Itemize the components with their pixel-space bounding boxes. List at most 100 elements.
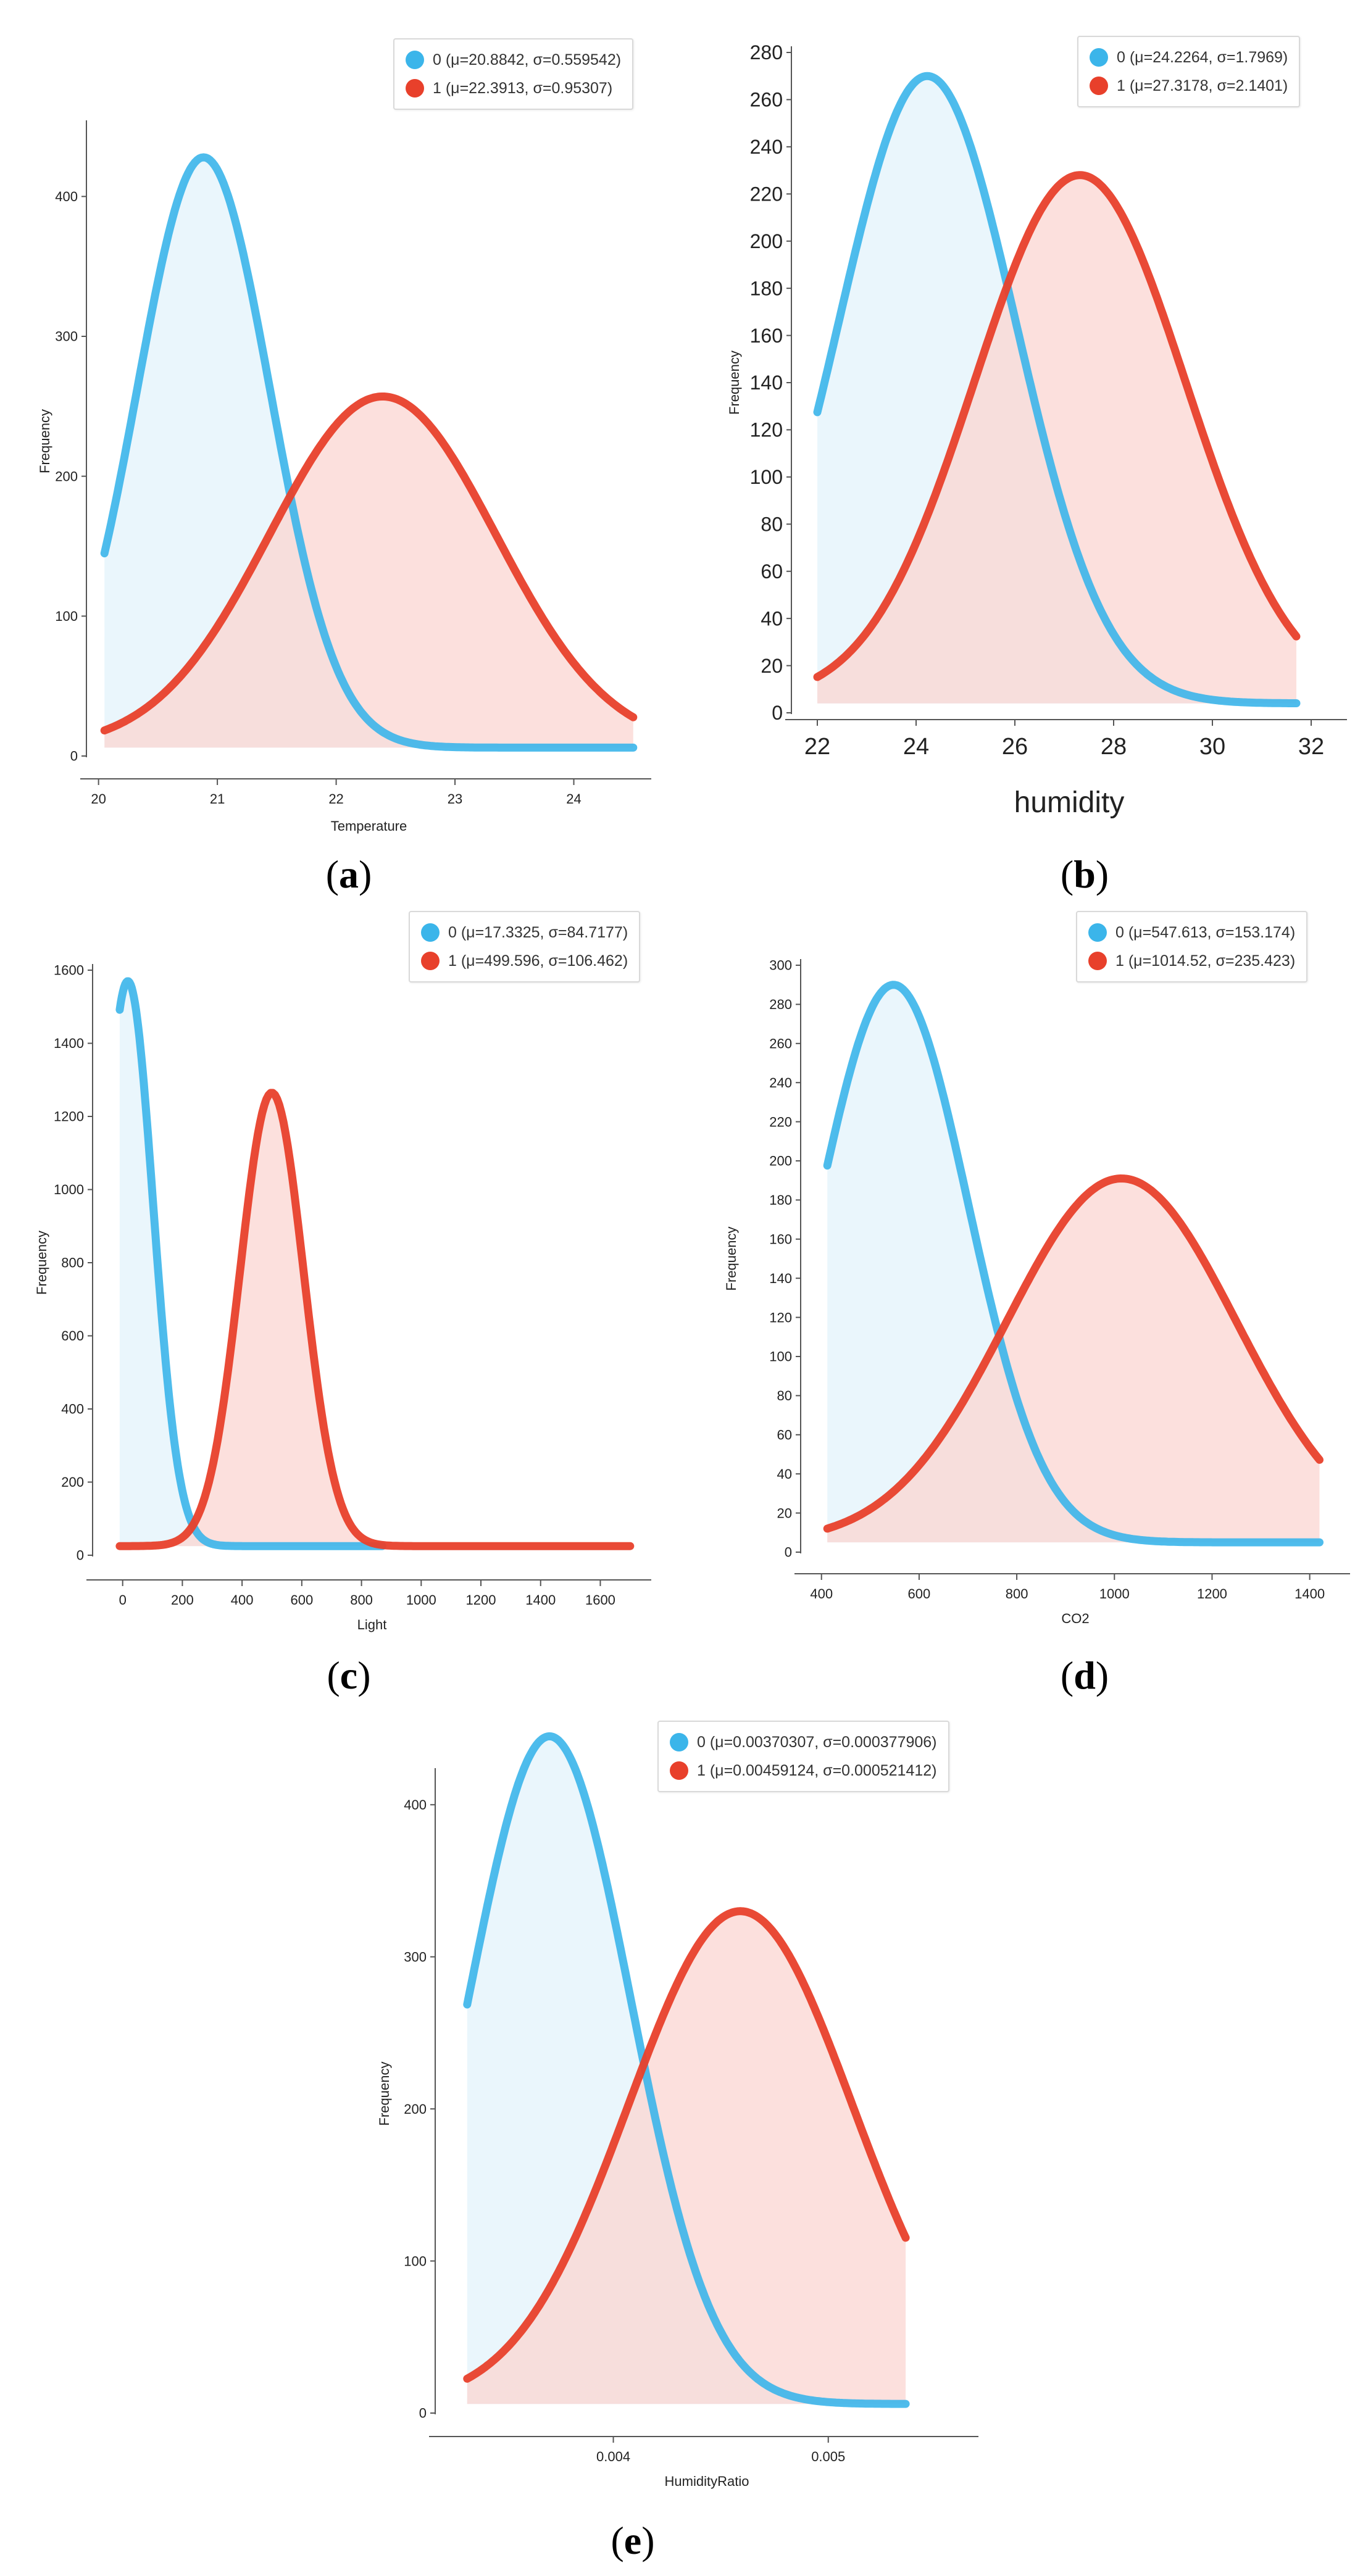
y-tick-label: 800 (61, 1255, 84, 1271)
y-tick-label: 140 (750, 372, 783, 394)
legend-label-0: 0 (μ=24.2264, σ=1.7969) (1117, 48, 1288, 66)
legend-dot-1 (406, 79, 424, 98)
y-tick-label: 260 (750, 89, 783, 111)
y-tick-label: 40 (777, 1466, 792, 1482)
y-tick-label: 60 (777, 1427, 792, 1443)
y-tick-label: 100 (769, 1349, 792, 1365)
x-tick-label: 0 (119, 1592, 127, 1608)
y-tick-label: 120 (769, 1310, 792, 1325)
legend-dot-0 (670, 1733, 688, 1751)
x-tick-label: 800 (350, 1592, 373, 1608)
legend-label-1: 1 (μ=1014.52, σ=235.423) (1115, 952, 1296, 970)
x-tick-label: 22 (328, 791, 343, 807)
x-tick-label: 23 (448, 791, 462, 807)
chart-e-legend: 0 (μ=0.00370307, σ=0.000377906) 1 (μ=0.0… (657, 1721, 949, 1792)
series-1-area (119, 1092, 630, 1547)
legend-entry-0: 0 (μ=0.00370307, σ=0.000377906) (670, 1728, 937, 1756)
legend-label-0: 0 (μ=547.613, σ=153.174) (1115, 923, 1296, 941)
legend-dot-1 (1090, 77, 1108, 95)
legend-entry-0: 0 (μ=24.2264, σ=1.7969) (1090, 43, 1288, 72)
y-tick-label: 100 (404, 2253, 427, 2269)
y-tick-label: 80 (777, 1388, 792, 1403)
legend-label-0: 0 (μ=20.8842, σ=0.559542) (433, 51, 622, 69)
legend-entry-1: 1 (μ=1014.52, σ=235.423) (1088, 947, 1295, 975)
x-tick-label: 1200 (466, 1592, 496, 1608)
legend-dot-0 (1088, 923, 1107, 942)
legend-label-0: 0 (μ=0.00370307, σ=0.000377906) (697, 1733, 937, 1751)
x-tick-label: 24 (903, 734, 929, 760)
y-tick-label: 1600 (54, 963, 84, 978)
legend-label-0: 0 (μ=17.3325, σ=84.7177) (448, 923, 628, 941)
series-0-area (119, 981, 383, 1547)
series-0-line (115, 977, 386, 1550)
y-tick-label: 100 (750, 466, 783, 488)
y-tick-label: 400 (61, 1402, 84, 1417)
series-0-line (463, 1732, 910, 2408)
x-tick-label: 600 (908, 1586, 931, 1602)
x-tick-label: 30 (1199, 734, 1225, 760)
x-axis-title: HumidityRatio (665, 2474, 749, 2489)
chart-d-plot: 0 20 40 60 80 100 120 140 160 180 200 220 240 260 280 3… (723, 958, 1350, 1626)
panel-label-b: (b) (1060, 852, 1109, 896)
y-tick-label: 280 (769, 997, 792, 1012)
chart-b-legend: 0 (μ=24.2264, σ=1.7969) 1 (μ=27.3178, σ=… (1077, 36, 1301, 107)
y-tick-label: 400 (404, 1797, 427, 1813)
series-0-line (100, 153, 638, 752)
series-0-area (827, 984, 1320, 1543)
y-tick-label: 1400 (54, 1036, 84, 1051)
x-tick-label: 1400 (525, 1592, 556, 1608)
y-tick-label: 80 (761, 513, 783, 535)
chart-panel-e: 0 100 200 300 400 0.004 0.005 HumidityRatio Freq… (346, 1716, 1025, 2576)
y-tick-label: 1200 (54, 1109, 84, 1124)
y-tick-label: 100 (55, 609, 78, 624)
legend-dot-1 (670, 1761, 688, 1780)
legend-dot-0 (406, 51, 424, 69)
y-tick-label: 200 (61, 1474, 84, 1490)
series-1-line (115, 1089, 635, 1550)
y-tick-label: 200 (404, 2101, 427, 2117)
legend-dot-1 (1088, 952, 1107, 970)
legend-dot-0 (421, 923, 440, 942)
y-tick-label: 600 (61, 1328, 84, 1344)
legend-label-1: 1 (μ=22.3913, σ=0.95307) (433, 79, 613, 97)
y-tick-label: 120 (750, 419, 783, 441)
series-1-area (827, 1178, 1320, 1543)
y-axis-title: Frequency (34, 1231, 49, 1295)
y-tick-label: 240 (769, 1075, 792, 1091)
x-axis-title: CO2 (1061, 1611, 1089, 1626)
x-tick-label: 24 (566, 791, 581, 807)
y-tick-label: 220 (769, 1114, 792, 1129)
x-tick-label: 22 (804, 734, 830, 760)
panel-label-c: (c) (327, 1653, 371, 1697)
x-tick-label: 28 (1101, 734, 1127, 760)
series-0-line (813, 72, 1301, 707)
legend-entry-1: 1 (μ=0.00459124, σ=0.000521412) (670, 1756, 937, 1785)
x-tick-label: 20 (91, 791, 106, 807)
y-tick-label: 140 (769, 1271, 792, 1286)
y-tick-label: 220 (750, 183, 783, 205)
series-1-line (823, 1174, 1324, 1533)
y-tick-label: 40 (761, 607, 783, 629)
chart-panel-a: 0 100 200 300 400 20 21 22 23 24 Temperature Freque… (0, 0, 677, 901)
legend-label-1: 1 (μ=0.00459124, σ=0.000521412) (697, 1761, 937, 1779)
x-axis-title: Light (357, 1617, 387, 1632)
chart-c-plot: 0 200 400 600 800 1000 1200 1400 1600 0 200 400 600 8… (34, 963, 651, 1632)
x-tick-label: 0.004 (596, 2449, 630, 2464)
y-tick-label: 20 (761, 655, 783, 677)
y-tick-label: 180 (769, 1192, 792, 1208)
series-1-line (813, 171, 1301, 681)
legend-dot-1 (421, 952, 440, 970)
y-tick-label: 180 (750, 277, 783, 299)
y-tick-label: 300 (769, 958, 792, 973)
x-tick-label: 1200 (1197, 1586, 1227, 1602)
x-tick-label: 1000 (1099, 1586, 1130, 1602)
panel-label-d: (d) (1060, 1653, 1109, 1697)
y-tick-label: 200 (55, 468, 78, 484)
chart-panel-c: 0 200 400 600 800 1000 1200 1400 1600 0 200 400 600 8… (0, 901, 677, 1716)
y-tick-label: 200 (769, 1153, 792, 1169)
x-tick-label: 400 (231, 1592, 254, 1608)
legend-entry-1: 1 (μ=499.596, σ=106.462) (421, 947, 628, 975)
chart-e-plot: 0 100 200 300 400 0.004 0.005 HumidityRatio Freq… (377, 1732, 978, 2489)
x-tick-label: 800 (1006, 1586, 1028, 1602)
y-tick-label: 0 (70, 749, 78, 764)
